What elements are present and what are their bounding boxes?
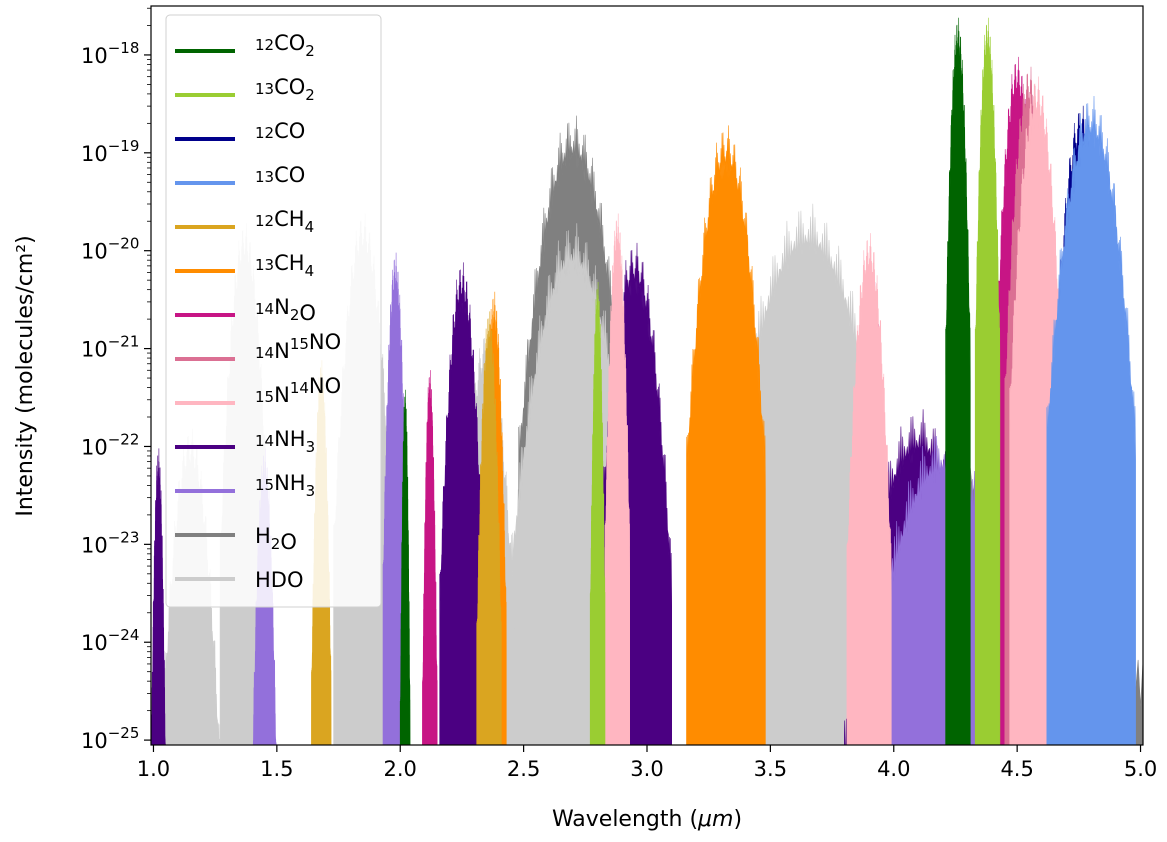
x-axis-label: Wavelength (μm) <box>552 807 742 832</box>
x-tick-label: 3.0 <box>630 757 663 781</box>
y-axis-ticks: 10−18 10−19 10−20 10−21 10−22 10−23 10−24 10−25 <box>81 7 151 753</box>
series-12CO2 <box>399 17 971 745</box>
y-tick-label: 10−24 <box>81 626 139 655</box>
band-12CH4 <box>476 311 502 745</box>
legend-entry-12CH4: 12CH4 <box>255 207 314 236</box>
band-12CO2 <box>399 389 411 745</box>
legend-entry-13CO2: 13CO2 <box>255 75 315 104</box>
band-13CO2 <box>589 281 606 745</box>
legend: 12CO2 13CO2 12CO 13CO 12CH4 13CH4 14N2O 14N15NO… <box>165 14 382 608</box>
legend-entry-12CO2: 12CO2 <box>255 31 315 60</box>
x-tick-label: 2.0 <box>384 757 417 781</box>
legend-entry-15N14NO: 15N14NO <box>255 374 341 407</box>
series-13CO <box>1046 95 1136 745</box>
x-tick-label: 5.0 <box>1124 757 1157 781</box>
y-tick-label: 10−25 <box>81 724 139 753</box>
y-tick-label: 10−20 <box>81 235 139 264</box>
legend-entry-14N15NO: 14N15NO <box>255 330 341 363</box>
band-13CO2 <box>974 17 1001 745</box>
band-15N14NO <box>846 233 892 745</box>
legend-entry-H2O: H2O <box>255 524 297 554</box>
x-axis-ticks: 1.0 1.5 2.0 2.5 3.0 3.5 4.0 4.5 5.0 <box>137 745 1157 781</box>
y-tick-label: 10−23 <box>81 528 139 557</box>
x-tick-label: 1.0 <box>137 757 170 781</box>
series-13CO2 <box>589 17 1001 745</box>
legend-entry-15NH3: 15NH3 <box>255 471 315 500</box>
legend-entry-HDO: HDO <box>255 568 304 592</box>
x-tick-label: 4.0 <box>877 757 910 781</box>
band-14NH3 <box>439 262 485 745</box>
legend-entry-14NH3: 14NH3 <box>255 427 315 456</box>
legend-entry-14N2O: 14N2O <box>255 295 316 325</box>
legend-entry-12CO: 12CO <box>255 119 305 143</box>
y-axis-label: Intensity (molecules/cm²) <box>13 235 38 516</box>
y-tick-label: 10−21 <box>81 333 139 362</box>
band-14NH3 <box>151 448 166 745</box>
legend-box <box>165 14 382 608</box>
x-tick-label: 1.5 <box>260 757 293 781</box>
x-tick-label: 3.5 <box>754 757 787 781</box>
band-13CO <box>1046 95 1136 745</box>
legend-entry-13CO: 13CO <box>255 163 305 187</box>
band-12CO2 <box>945 17 971 745</box>
band-13CH4 <box>686 125 766 745</box>
x-tick-label: 4.5 <box>1000 757 1033 781</box>
y-tick-label: 10−19 <box>81 137 139 166</box>
legend-entry-13CH4: 13CH4 <box>255 251 314 280</box>
band-15N14NO <box>604 213 630 745</box>
y-tick-label: 10−22 <box>81 430 139 459</box>
y-tick-label: 10−18 <box>81 39 139 68</box>
x-tick-label: 2.5 <box>507 757 540 781</box>
band-14N2O <box>422 370 438 745</box>
